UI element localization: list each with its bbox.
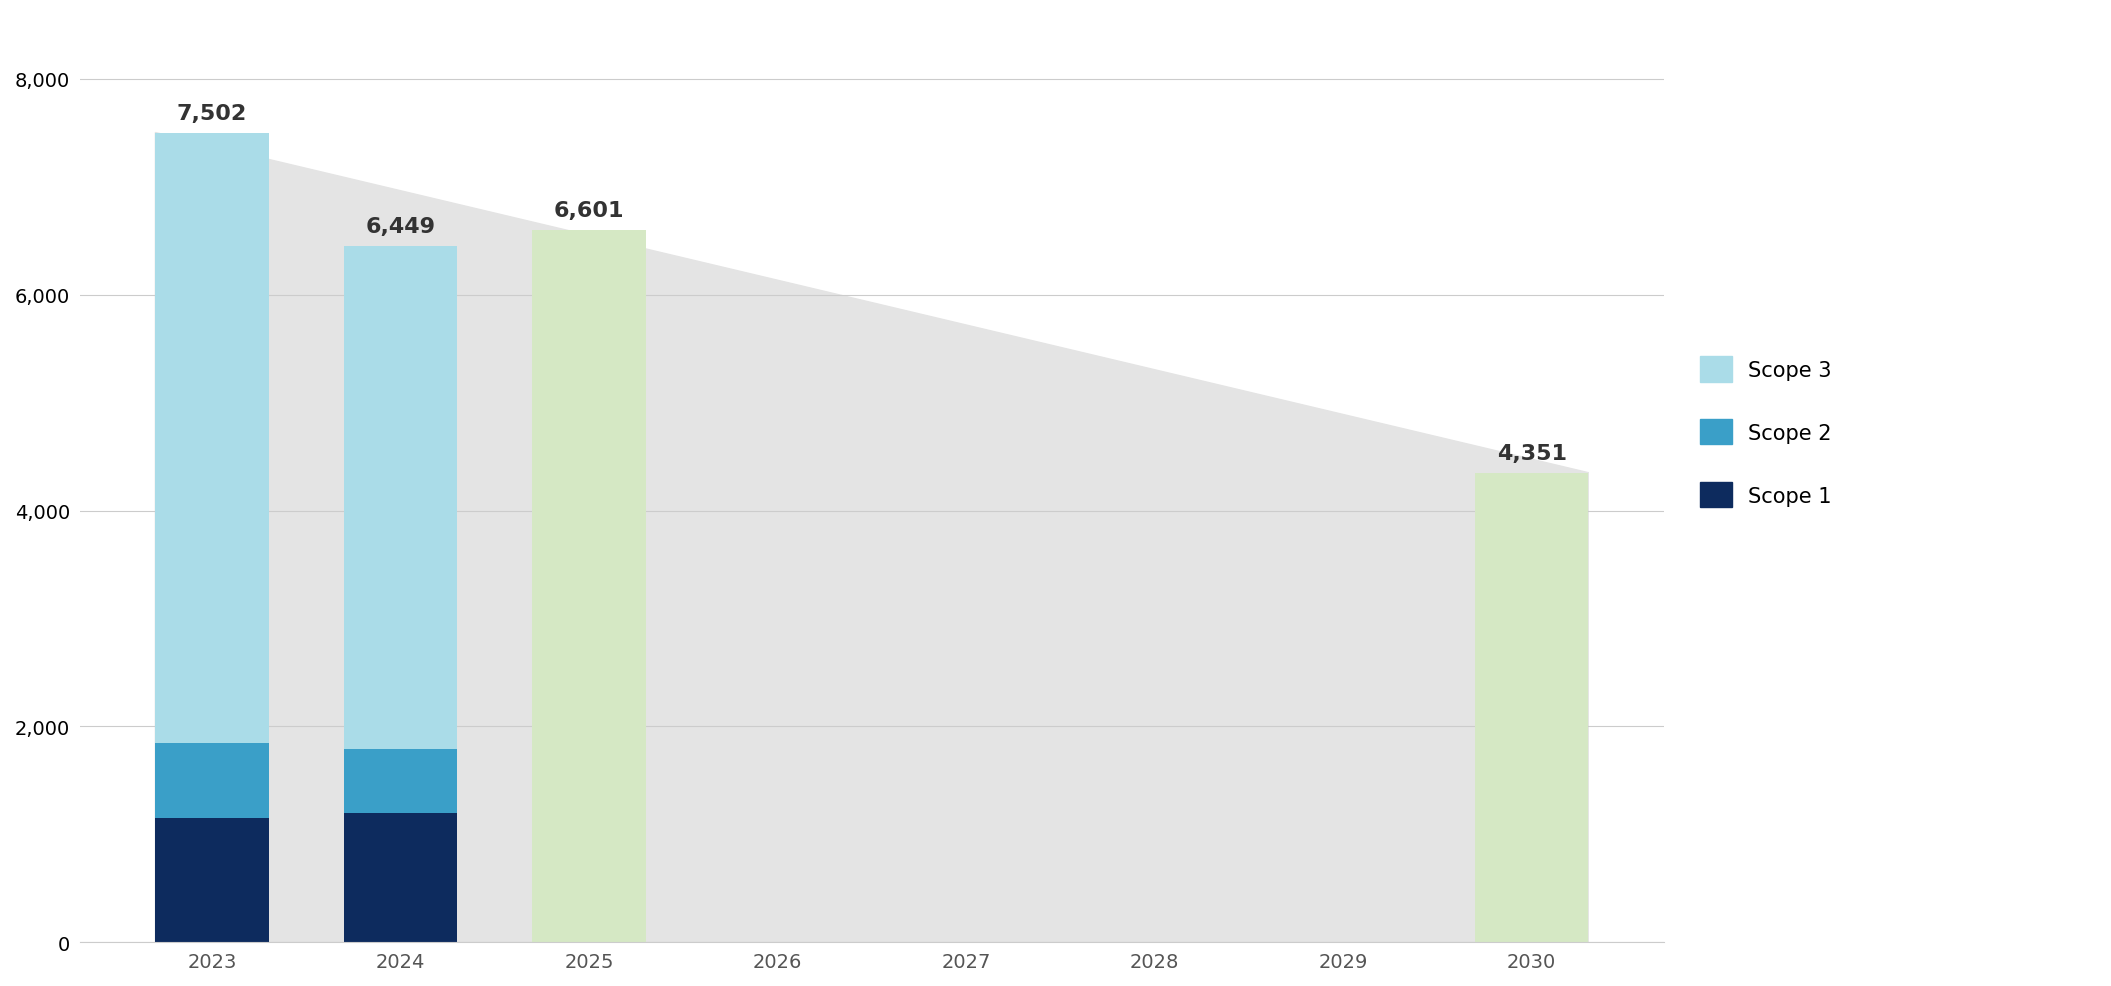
Legend: Scope 3, Scope 2, Scope 1: Scope 3, Scope 2, Scope 1: [1691, 346, 1843, 519]
Text: 6,449: 6,449: [365, 217, 435, 238]
Bar: [1476, 473, 1587, 943]
Text: 7,502: 7,502: [177, 104, 247, 123]
Bar: [156, 133, 268, 742]
Bar: [344, 246, 458, 749]
Bar: [156, 818, 268, 943]
Bar: [344, 749, 458, 812]
Bar: [344, 812, 458, 943]
Text: 6,601: 6,601: [553, 201, 625, 221]
Text: 4,351: 4,351: [1497, 444, 1566, 463]
Bar: [532, 231, 646, 943]
Bar: [156, 742, 268, 818]
Polygon shape: [156, 133, 1587, 943]
